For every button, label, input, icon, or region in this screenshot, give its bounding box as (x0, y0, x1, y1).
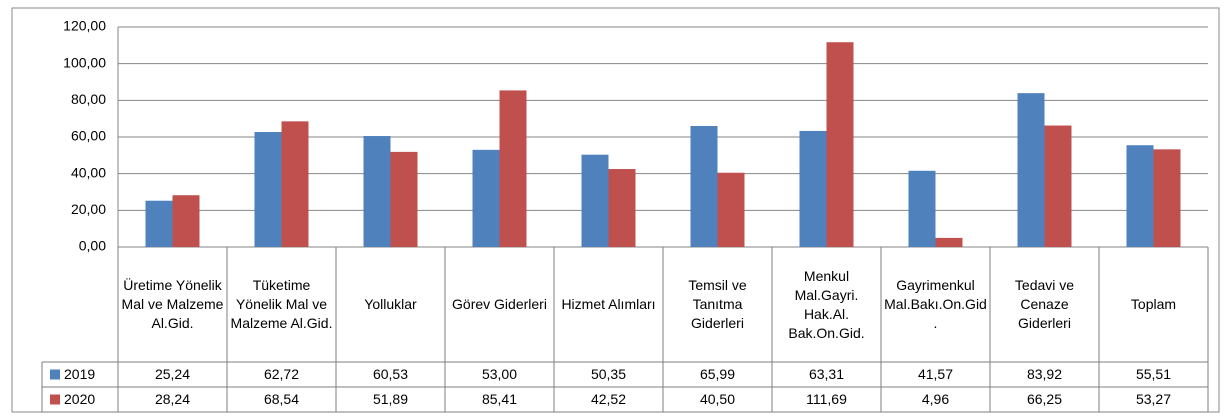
x-tick-label: Görev Giderleri (452, 296, 547, 312)
bar (717, 172, 745, 247)
x-tick-label: Temsil ve Tanıtma Giderleri (688, 277, 747, 331)
table-value: 28,24 (155, 391, 190, 407)
bar (799, 130, 827, 247)
table-value: 62,72 (264, 366, 299, 382)
bar (1153, 149, 1181, 247)
table-value: 4,96 (922, 391, 949, 407)
table-value: 111,69 (806, 391, 847, 407)
table-value: 25,24 (155, 366, 190, 382)
y-tick-label: 80,00 (71, 91, 106, 107)
category-cell: Görev Giderleri (452, 296, 547, 312)
category-cell: Tüketime Yönelik Mal ve Malzeme Al.Gid. (230, 277, 333, 331)
category-cell: Tedavi ve Cenaze Giderleri (1014, 277, 1075, 331)
table-value: 53,00 (482, 366, 517, 382)
y-tick-label: 60,00 (71, 128, 106, 144)
bar (472, 149, 500, 247)
x-tick-label: Hizmet Alımları (561, 296, 656, 312)
y-tick-label: 100,00 (63, 54, 106, 70)
legend-label: 2019 (64, 366, 95, 382)
table-value: 83,92 (1027, 366, 1062, 382)
table-value: 68,54 (264, 391, 299, 407)
x-tick-label: Yolluklar (364, 296, 417, 312)
table-value: 66,25 (1027, 391, 1062, 407)
x-tick-label: Menkul Mal.Gayri. Hak.Al. Bak.On.Gid. (788, 267, 865, 341)
bar (145, 200, 173, 247)
table-value: 65,99 (700, 366, 735, 382)
x-tick-label: Toplam (1130, 296, 1177, 312)
category-cell: Yolluklar (364, 296, 417, 312)
table-value: 41,57 (918, 366, 953, 382)
bar (1044, 125, 1072, 247)
bar (281, 121, 309, 247)
x-tick-label: Gayrimenkul Mal.Bakı.On.Gid. (884, 277, 987, 331)
legend-key (50, 369, 60, 380)
table-value: 55,51 (1136, 366, 1171, 382)
legend-key (50, 394, 60, 405)
bar (908, 170, 936, 247)
table-value: 51,89 (373, 391, 408, 407)
table-value: 40,50 (700, 391, 735, 407)
bar (499, 90, 527, 247)
category-cell: Üretime Yönelik Mal ve Malzeme Al.Gid. (121, 277, 224, 331)
table-value: 63,31 (809, 366, 844, 382)
bar (935, 237, 963, 247)
category-cell: Toplam (1130, 296, 1177, 312)
bar (1126, 145, 1154, 247)
x-tick-label: Tüketime Yönelik Mal ve Malzeme Al.Gid. (230, 277, 333, 331)
y-tick-label: 120,00 (63, 18, 106, 34)
bar (581, 154, 609, 247)
x-tick-label: Üretime Yönelik Mal ve Malzeme Al.Gid. (121, 277, 224, 331)
table-value: 53,27 (1136, 391, 1171, 407)
category-cell: Gayrimenkul Mal.Bakı.On.Gid. (884, 277, 987, 331)
legend-label: 2020 (64, 391, 95, 407)
bar (363, 136, 391, 247)
bar (1017, 93, 1045, 247)
y-tick-label: 40,00 (71, 164, 106, 180)
bar (690, 126, 718, 247)
category-cell: Menkul Mal.Gayri. Hak.Al. Bak.On.Gid. (788, 267, 865, 341)
y-tick-label: 20,00 (71, 201, 106, 217)
table-value: 85,41 (482, 391, 517, 407)
bar (608, 169, 636, 247)
x-tick-label: Tedavi ve Cenaze Giderleri (1014, 277, 1075, 331)
table-value: 50,35 (591, 366, 626, 382)
table-value: 60,53 (373, 366, 408, 382)
bar (172, 195, 200, 247)
bar (390, 151, 418, 247)
category-cell: Temsil ve Tanıtma Giderleri (688, 277, 747, 331)
category-cell: Hizmet Alımları (561, 296, 656, 312)
table-value: 42,52 (591, 391, 626, 407)
bar (826, 42, 854, 247)
bar (254, 132, 282, 247)
y-tick-label: 0,00 (79, 238, 106, 254)
